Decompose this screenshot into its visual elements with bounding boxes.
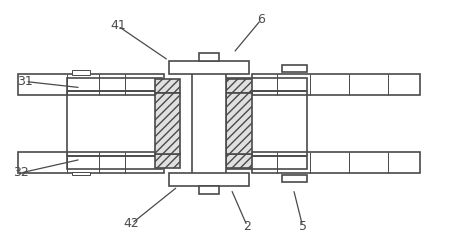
Bar: [72, 172, 90, 175]
Bar: [226, 79, 252, 93]
Bar: [252, 74, 420, 95]
Bar: [67, 78, 162, 91]
Bar: [226, 154, 252, 168]
Bar: [192, 67, 226, 180]
Bar: [282, 65, 307, 72]
Bar: [226, 93, 252, 154]
Bar: [67, 156, 162, 169]
Text: 2: 2: [243, 220, 251, 232]
Text: 42: 42: [124, 217, 140, 230]
Bar: [18, 152, 164, 173]
Bar: [72, 70, 90, 75]
Bar: [169, 173, 249, 186]
Text: 6: 6: [257, 13, 265, 26]
Bar: [252, 152, 420, 173]
Bar: [199, 53, 219, 61]
Text: 5: 5: [298, 220, 307, 232]
Text: 31: 31: [18, 75, 33, 88]
Bar: [226, 156, 307, 169]
Bar: [18, 74, 164, 95]
Bar: [155, 79, 180, 93]
Bar: [282, 175, 307, 182]
Text: 32: 32: [13, 166, 29, 179]
Bar: [155, 93, 180, 154]
Bar: [199, 186, 219, 194]
Bar: [226, 78, 307, 91]
Bar: [155, 154, 180, 168]
Text: 41: 41: [110, 20, 126, 32]
Bar: [169, 61, 249, 74]
